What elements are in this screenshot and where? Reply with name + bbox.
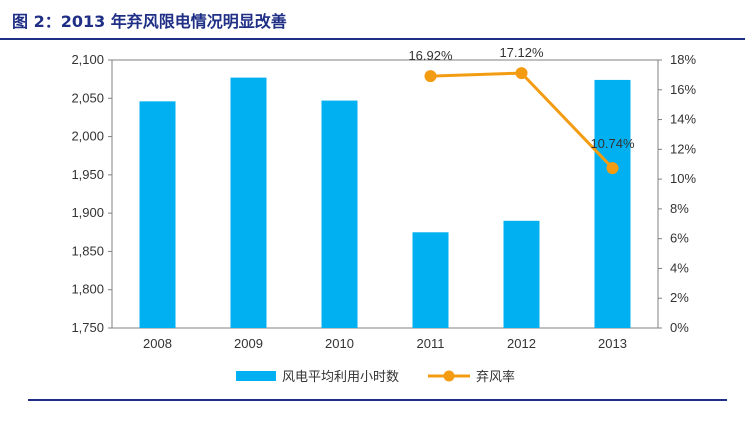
plot-area-border — [111, 59, 659, 329]
legend-line-marker — [443, 370, 455, 382]
bottom-rule — [28, 399, 727, 401]
y-left-tick-label: 1,800 — [71, 282, 104, 297]
y-left-tick-label: 1,750 — [71, 320, 104, 335]
y-left-tick-label: 1,850 — [71, 243, 104, 258]
y-right-tick-label: 14% — [670, 112, 696, 127]
chart-title: 图 2：2013 年弃风限电情况明显改善 — [12, 12, 287, 31]
x-tick-label: 2012 — [507, 336, 536, 351]
y-right-tick-label: 6% — [670, 231, 689, 246]
bar-2009 — [230, 77, 267, 329]
x-tick-label: 2008 — [143, 336, 172, 351]
legend-bar-swatch — [236, 371, 276, 381]
line-point-2011 — [424, 70, 437, 83]
bar-2008 — [139, 101, 176, 328]
y-right-tick-label: 4% — [670, 260, 689, 275]
y-left-tick-label: 2,050 — [71, 90, 104, 105]
x-tick-label: 2013 — [598, 336, 627, 351]
y-left-tick-label: 2,000 — [71, 129, 104, 144]
data-label-2012: 17.12% — [499, 45, 544, 60]
bar-2013 — [594, 79, 631, 328]
y-right-tick-label: 8% — [670, 201, 689, 216]
line-curtailment-rate — [430, 71, 614, 170]
legend-bar-label: 风电平均利用小时数 — [282, 369, 399, 384]
legend-line-label: 弃风率 — [476, 369, 515, 384]
y-right-tick-label: 12% — [670, 141, 696, 156]
x-tick-label: 2009 — [234, 336, 263, 351]
title-underline — [0, 38, 745, 40]
y-right-tick-label: 18% — [670, 52, 696, 67]
x-tick-label: 2010 — [325, 336, 354, 351]
line-point-2012 — [515, 67, 528, 80]
bar-2011 — [412, 232, 449, 328]
x-tick-label: 2011 — [417, 336, 445, 351]
y-left-tick-label: 2,100 — [71, 52, 104, 67]
y-right-tick-label: 16% — [670, 82, 696, 97]
y-right-tick-label: 10% — [670, 171, 696, 186]
bar-2010 — [321, 100, 358, 328]
line-point-2013 — [606, 162, 619, 175]
y-left-tick-label: 1,950 — [71, 167, 104, 182]
y-left-tick-label: 1,900 — [71, 205, 104, 220]
bar-2012 — [503, 220, 540, 328]
data-label-2013: 10.74% — [590, 136, 635, 151]
data-label-2011: 16.92% — [408, 48, 453, 63]
y-right-tick-label: 2% — [670, 290, 689, 305]
y-right-tick-label: 0% — [670, 320, 689, 335]
